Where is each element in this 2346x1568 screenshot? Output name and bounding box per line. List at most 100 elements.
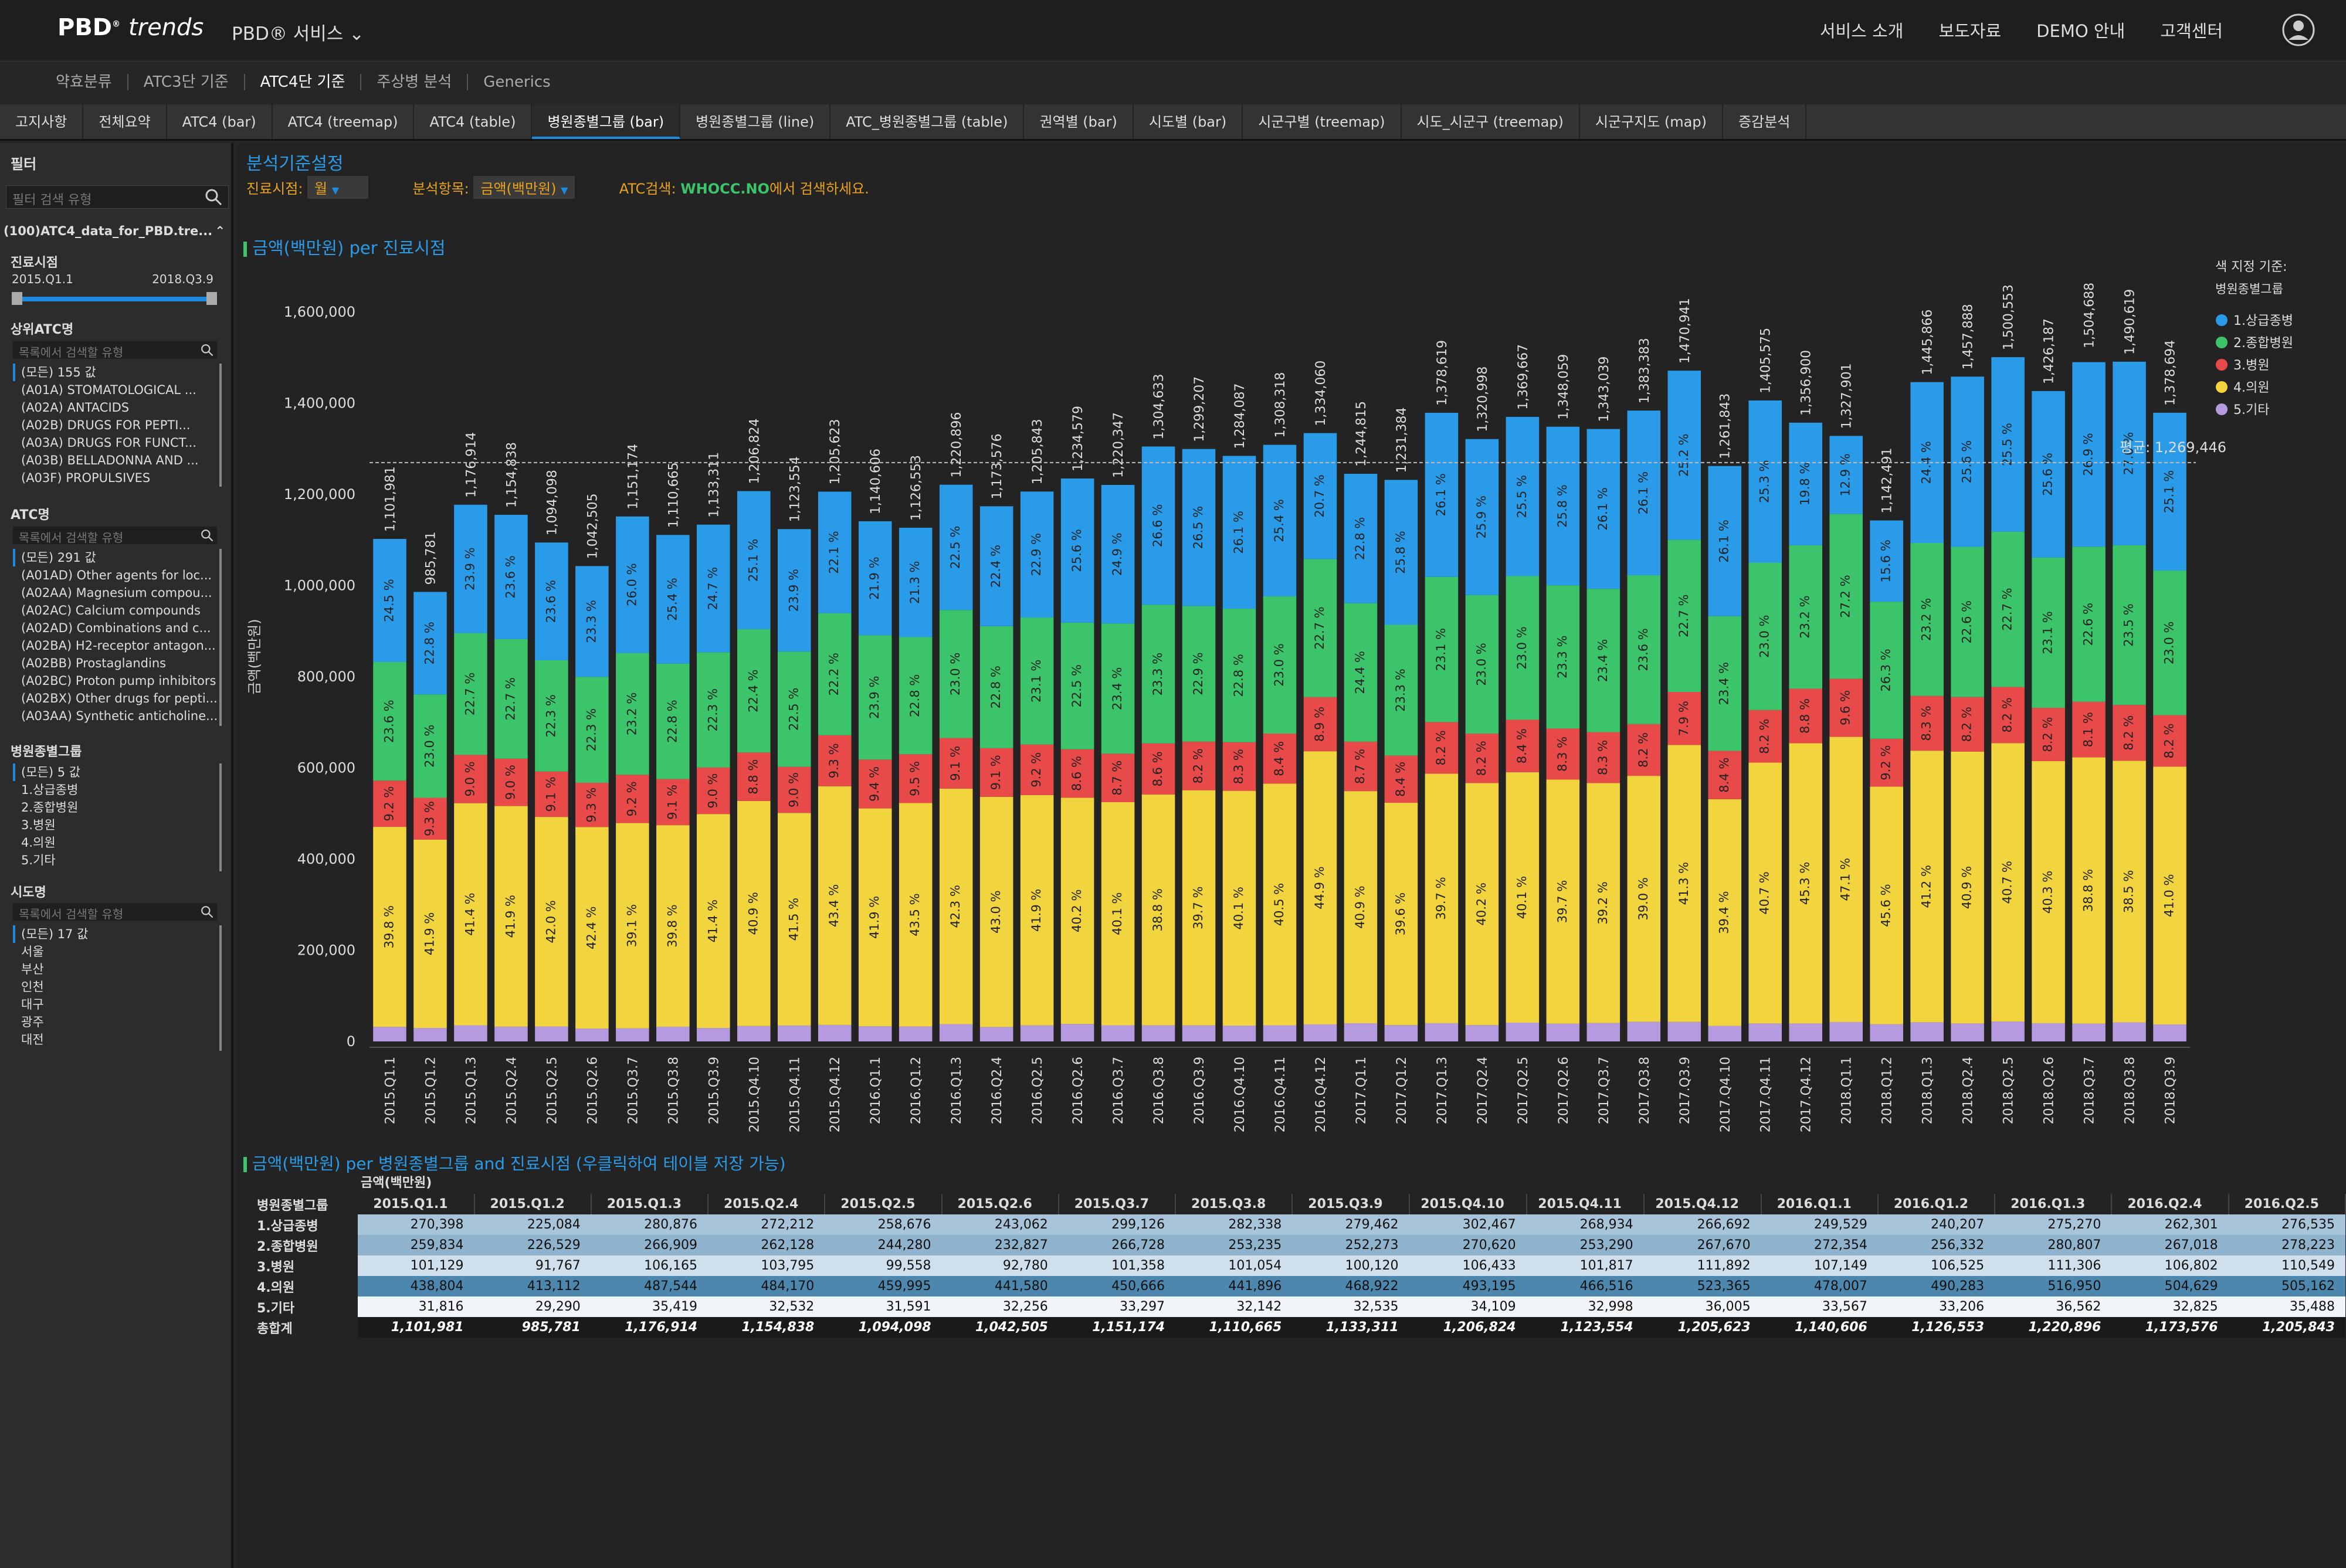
list-item[interactable]: (A03AA) Synthetic anticholine... xyxy=(21,709,218,723)
bar-segment[interactable] xyxy=(737,629,771,753)
table-cell[interactable]: 252,273 xyxy=(1292,1235,1409,1255)
bar-segment[interactable] xyxy=(979,506,1013,626)
bar-segment[interactable] xyxy=(656,663,690,779)
bar-segment[interactable] xyxy=(575,1029,609,1041)
legend-item[interactable]: 3.병원 xyxy=(2233,358,2269,373)
bar-segment[interactable] xyxy=(1748,1023,1782,1041)
bar-segment[interactable] xyxy=(1586,1023,1620,1041)
bar-segment[interactable] xyxy=(2113,545,2146,705)
bar-segment[interactable] xyxy=(939,788,973,1024)
bar-segment[interactable] xyxy=(494,806,528,1027)
bar-segment[interactable] xyxy=(494,514,528,639)
bar-segment[interactable] xyxy=(979,626,1013,748)
bar-segment[interactable] xyxy=(1870,520,1903,602)
bar-segment[interactable] xyxy=(1384,803,1418,1026)
list-item[interactable]: 부산 xyxy=(21,962,44,976)
table-cell[interactable]: 32,825 xyxy=(2111,1297,2229,1317)
bar-segment[interactable] xyxy=(1991,1021,2025,1041)
bar-segment[interactable] xyxy=(1182,741,1216,790)
tab-sido-bar[interactable]: 시도별 (bar) xyxy=(1134,104,1243,139)
tab-hospital-line[interactable]: 병원종별그룹 (line) xyxy=(680,104,831,139)
table-cell[interactable]: 32,532 xyxy=(708,1297,825,1317)
bar-segment[interactable] xyxy=(616,1028,649,1041)
bar-segment[interactable] xyxy=(535,817,568,1027)
bar-segment[interactable] xyxy=(1141,743,1175,795)
bar-segment[interactable] xyxy=(616,823,649,1029)
bar-segment[interactable] xyxy=(1465,783,1499,1026)
table-cell[interactable]: 258,676 xyxy=(825,1214,942,1235)
list-item[interactable]: 서울 xyxy=(21,945,44,959)
chevron-up-icon[interactable]: ⌃ xyxy=(215,224,225,238)
bar-segment[interactable] xyxy=(777,529,811,652)
table-row[interactable]: 2.종합병원 259,834 226,529 266,909 262,128 244,28… xyxy=(246,1235,2345,1255)
table-cell[interactable]: 253,290 xyxy=(1526,1235,1644,1255)
table-row[interactable]: 3.병원 101,129 91,767 106,165 103,795 99,558 92,… xyxy=(246,1255,2345,1276)
bar-segment[interactable] xyxy=(1222,790,1256,1026)
bar-segment[interactable] xyxy=(1344,473,1378,603)
metric-setting-dropdown[interactable]: 금액(백만원) ▼ xyxy=(473,176,575,199)
list-item[interactable]: 4.의원 xyxy=(21,836,56,850)
bar-segment[interactable] xyxy=(777,651,811,767)
bar-segment[interactable] xyxy=(1303,433,1337,559)
tab-atc-hospital-table[interactable]: ATC_병원종별그룹 (table) xyxy=(830,104,1025,139)
subnav-generics[interactable]: Generics xyxy=(483,73,551,91)
list-item[interactable]: (A03A) DRUGS FOR FUNCT... xyxy=(21,436,196,450)
bar-segment[interactable] xyxy=(454,755,487,803)
nav-demo[interactable]: DEMO 안내 xyxy=(2036,21,2125,41)
bar-segment[interactable] xyxy=(373,1027,406,1041)
table-cell[interactable]: 1,133,311 xyxy=(1292,1317,1409,1338)
nav-support[interactable]: 고객센터 xyxy=(2160,21,2223,41)
table-cell[interactable]: 516,950 xyxy=(1995,1276,2112,1297)
bar-segment[interactable] xyxy=(2072,1023,2106,1041)
legend-item[interactable]: 5.기타 xyxy=(2233,403,2269,418)
bar-segment[interactable] xyxy=(1870,1024,1903,1041)
bar-segment[interactable] xyxy=(1141,1025,1175,1041)
list-item[interactable]: 1.상급종병 xyxy=(21,783,79,797)
table-cell[interactable]: 504,629 xyxy=(2111,1276,2229,1297)
upper-atc-search-input[interactable]: 목록에서 검색할 유형 xyxy=(13,341,217,359)
bar-segment[interactable] xyxy=(575,677,609,783)
tab-notice[interactable]: 고지사항 xyxy=(0,104,84,139)
bar-segment[interactable] xyxy=(1303,559,1337,697)
bar-segment[interactable] xyxy=(1991,357,2025,532)
table-cell[interactable]: 278,223 xyxy=(2228,1235,2345,1255)
bar-segment[interactable] xyxy=(1465,1025,1499,1041)
list-item[interactable]: (A01AD) Other agents for loc... xyxy=(21,568,212,582)
tab-atc4-treemap[interactable]: ATC4 (treemap) xyxy=(273,104,415,139)
bar-segment[interactable] xyxy=(373,662,406,781)
bar-segment[interactable] xyxy=(1020,744,1054,795)
bar-segment[interactable] xyxy=(1141,446,1175,605)
table-cell[interactable]: 413,112 xyxy=(474,1276,591,1297)
bar-segment[interactable] xyxy=(858,808,892,1027)
bar-segment[interactable] xyxy=(1263,1025,1297,1041)
bar-segment[interactable] xyxy=(1263,444,1297,597)
table-cell[interactable]: 1,126,553 xyxy=(1877,1317,1995,1338)
table-cell[interactable]: 302,467 xyxy=(1409,1214,1527,1235)
bar-segment[interactable] xyxy=(1546,585,1580,729)
list-item[interactable]: (A02BA) H2-receptor antagon... xyxy=(21,639,216,653)
bar-segment[interactable] xyxy=(1627,724,1661,776)
search-icon[interactable] xyxy=(201,905,213,918)
list-item[interactable]: (A02AC) Calcium compounds xyxy=(21,603,201,617)
bar-segment[interactable] xyxy=(413,1028,447,1041)
bar-segment[interactable] xyxy=(1222,609,1256,742)
bar-segment[interactable] xyxy=(1222,456,1256,609)
data-table-wrap[interactable]: 금액(백만원) 병원종별그룹 2015.Q1.1 2015.Q1.2 2015.Q1… xyxy=(246,1173,2346,1349)
bar-segment[interactable] xyxy=(939,610,973,738)
bar-segment[interactable] xyxy=(939,1024,973,1041)
table-cell[interactable]: 32,998 xyxy=(1526,1297,1644,1317)
bar-segment[interactable] xyxy=(1951,547,1984,697)
bar-segment[interactable] xyxy=(2113,761,2146,1023)
bar-segment[interactable] xyxy=(697,524,730,653)
bar-segment[interactable] xyxy=(1829,1021,1863,1041)
table-cell[interactable]: 270,398 xyxy=(358,1214,474,1235)
tab-sigungu-map[interactable]: 시군구지도 (map) xyxy=(1580,104,1723,139)
table-cell[interactable]: 99,558 xyxy=(825,1255,942,1276)
bar-segment[interactable] xyxy=(697,1028,730,1041)
table-cell[interactable]: 35,419 xyxy=(591,1297,708,1317)
bar-segment[interactable] xyxy=(1951,376,1984,547)
bar-segment[interactable] xyxy=(2032,708,2065,761)
table-cell[interactable]: 101,358 xyxy=(1058,1255,1176,1276)
table-cell[interactable]: 985,781 xyxy=(474,1317,591,1338)
bar-segment[interactable] xyxy=(1303,751,1337,1024)
